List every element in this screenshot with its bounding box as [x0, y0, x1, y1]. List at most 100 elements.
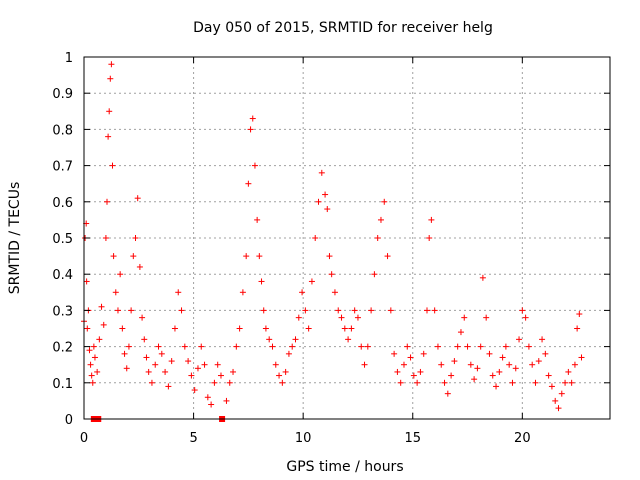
data-point	[454, 343, 461, 350]
data-point	[194, 365, 201, 372]
data-point	[555, 405, 562, 412]
data-point	[489, 372, 496, 379]
data-point	[391, 350, 398, 357]
data-point	[158, 350, 165, 357]
data-point	[105, 133, 112, 140]
data-point	[143, 354, 150, 361]
data-point	[188, 372, 195, 379]
data-point	[98, 303, 105, 310]
data-point	[545, 372, 552, 379]
data-point	[312, 235, 319, 241]
data-point	[499, 354, 506, 361]
data-point	[496, 368, 503, 375]
data-point	[299, 289, 306, 296]
data-point	[387, 307, 394, 314]
data-point	[444, 390, 451, 397]
data-point	[191, 387, 198, 394]
data-point	[292, 336, 299, 343]
data-point	[223, 397, 230, 404]
data-point	[302, 307, 309, 314]
data-point	[483, 314, 490, 321]
data-point	[84, 325, 91, 332]
data-point	[243, 253, 250, 260]
data-point	[322, 191, 329, 198]
data-point	[552, 397, 559, 404]
data-point	[428, 216, 435, 223]
data-point	[145, 368, 152, 375]
data-point	[348, 325, 355, 332]
data-point	[89, 379, 96, 386]
data-point	[86, 347, 93, 354]
data-point	[407, 354, 414, 361]
data-point	[522, 314, 529, 321]
data-point	[132, 235, 139, 241]
data-point	[254, 216, 261, 223]
data-point	[94, 368, 101, 375]
data-point	[204, 394, 211, 401]
y-tick-label: 0.5	[52, 232, 73, 247]
data-point	[509, 379, 516, 386]
y-axis-title: SRMTID / TECUs	[7, 182, 23, 295]
data-point	[285, 350, 292, 357]
data-point	[423, 307, 430, 314]
data-point	[568, 379, 575, 386]
data-point	[155, 343, 162, 350]
data-point	[247, 126, 254, 133]
data-point	[148, 379, 155, 386]
data-point	[96, 336, 103, 343]
data-point	[269, 343, 276, 350]
data-point	[289, 343, 296, 350]
x-tick-label: 0	[80, 431, 88, 446]
data-point	[574, 325, 581, 332]
y-tick-label: 0.3	[52, 304, 73, 319]
data-point	[104, 198, 111, 205]
axis-ticks: 00.10.20.30.40.50.60.70.80.910 5 10 15 20	[52, 51, 610, 446]
x-tick-label: 10	[295, 431, 312, 446]
data-point	[112, 289, 119, 296]
data-point	[384, 253, 391, 260]
data-point	[404, 343, 411, 350]
data-point	[139, 314, 146, 321]
data-point	[171, 325, 178, 332]
data-point	[578, 354, 585, 361]
data-point	[236, 325, 243, 332]
y-tick-label: 0.2	[52, 341, 73, 356]
data-point	[502, 343, 509, 350]
data-point	[529, 361, 536, 368]
data-point	[431, 307, 438, 314]
data-point	[217, 372, 224, 379]
data-point	[109, 162, 116, 169]
data-point	[542, 350, 549, 357]
data-point	[548, 383, 555, 390]
data-point	[251, 162, 258, 169]
data-point	[198, 343, 205, 350]
data-point	[226, 379, 233, 386]
data-point	[136, 263, 143, 270]
x-tick-label: 15	[404, 431, 421, 446]
data-point	[414, 379, 421, 386]
data-point	[114, 307, 121, 314]
data-point	[338, 314, 345, 321]
y-tick-label: 1	[65, 51, 73, 66]
data-point	[420, 350, 427, 357]
data-point	[354, 314, 361, 321]
data-point	[107, 75, 114, 82]
data-point	[381, 198, 388, 205]
y-tick-label: 0.7	[52, 160, 73, 175]
data-point	[125, 343, 132, 350]
data-point	[266, 336, 273, 343]
chart-title: Day 050 of 2015, SRMTID for receiver hel…	[193, 20, 493, 36]
data-point	[106, 108, 113, 115]
data-point	[576, 311, 583, 318]
data-point	[130, 253, 137, 260]
data-point	[168, 358, 175, 365]
data-point	[100, 321, 107, 328]
data-point	[371, 271, 378, 278]
data-point	[134, 195, 141, 202]
data-point	[519, 307, 526, 314]
data-point	[214, 361, 221, 368]
data-point	[87, 361, 94, 368]
data-point	[471, 376, 478, 383]
data-point	[331, 289, 338, 296]
